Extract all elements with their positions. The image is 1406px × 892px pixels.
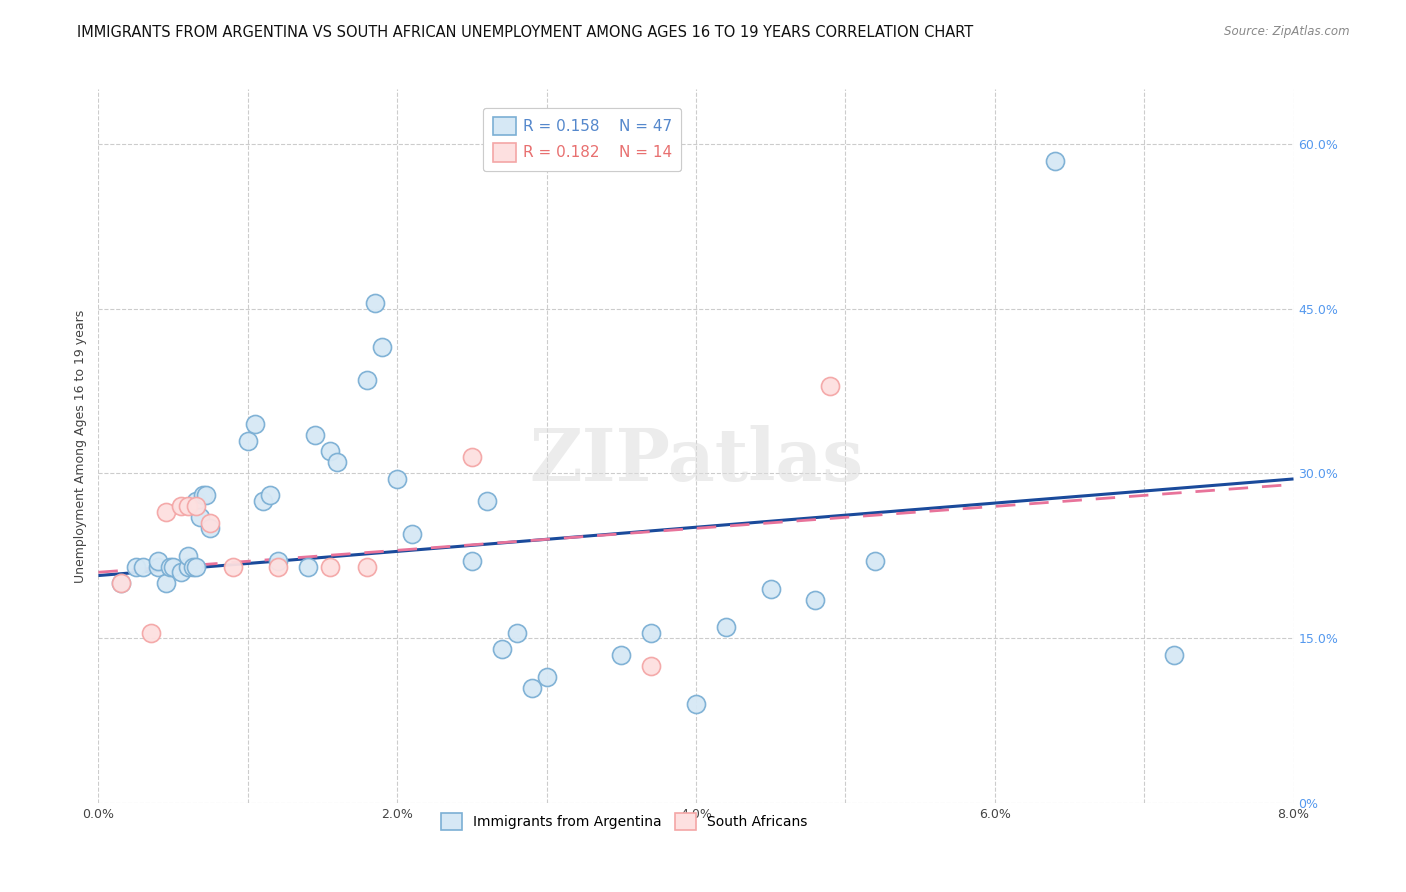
Text: Source: ZipAtlas.com: Source: ZipAtlas.com: [1225, 25, 1350, 38]
Point: [188, 510, 211, 524]
Point: [169, 500, 191, 514]
Point: [685, 697, 707, 711]
Point: [326, 455, 349, 469]
Point: [252, 494, 274, 508]
Point: [364, 296, 387, 310]
Point: [222, 559, 245, 574]
Point: [177, 559, 200, 574]
Point: [139, 625, 162, 640]
Point: [184, 559, 207, 574]
Point: [1163, 648, 1185, 662]
Point: [385, 472, 409, 486]
Point: [184, 500, 207, 514]
Point: [191, 488, 214, 502]
Point: [200, 516, 222, 530]
Point: [506, 625, 529, 640]
Point: [181, 559, 204, 574]
Point: [169, 566, 191, 580]
Point: [245, 417, 267, 431]
Point: [304, 428, 326, 442]
Y-axis label: Unemployment Among Ages 16 to 19 years: Unemployment Among Ages 16 to 19 years: [75, 310, 87, 582]
Point: [356, 373, 378, 387]
Point: [148, 554, 170, 568]
Point: [162, 559, 184, 574]
Point: [184, 494, 207, 508]
Point: [177, 549, 200, 563]
Point: [236, 434, 259, 448]
Point: [267, 559, 290, 574]
Point: [110, 576, 132, 591]
Point: [759, 582, 782, 596]
Point: [319, 444, 342, 458]
Legend: Immigrants from Argentina, South Africans: Immigrants from Argentina, South African…: [436, 807, 813, 835]
Point: [640, 658, 662, 673]
Point: [640, 625, 662, 640]
Point: [200, 521, 222, 535]
Point: [132, 559, 155, 574]
Point: [159, 559, 181, 574]
Point: [177, 500, 200, 514]
Point: [267, 554, 290, 568]
Point: [110, 576, 132, 591]
Point: [401, 526, 423, 541]
Point: [1043, 153, 1066, 168]
Point: [804, 592, 827, 607]
Point: [356, 559, 378, 574]
Point: [491, 642, 513, 657]
Point: [461, 554, 484, 568]
Text: IMMIGRANTS FROM ARGENTINA VS SOUTH AFRICAN UNEMPLOYMENT AMONG AGES 16 TO 19 YEAR: IMMIGRANTS FROM ARGENTINA VS SOUTH AFRIC…: [77, 25, 973, 40]
Point: [297, 559, 319, 574]
Point: [319, 559, 342, 574]
Point: [714, 620, 737, 634]
Point: [461, 450, 484, 464]
Point: [475, 494, 498, 508]
Point: [155, 505, 177, 519]
Point: [371, 340, 394, 354]
Point: [125, 559, 148, 574]
Point: [155, 576, 177, 591]
Point: [865, 554, 887, 568]
Text: ZIPatlas: ZIPatlas: [529, 425, 863, 496]
Point: [195, 488, 218, 502]
Point: [520, 681, 543, 695]
Point: [259, 488, 281, 502]
Point: [148, 559, 170, 574]
Point: [610, 648, 633, 662]
Point: [536, 669, 558, 683]
Point: [820, 378, 842, 392]
